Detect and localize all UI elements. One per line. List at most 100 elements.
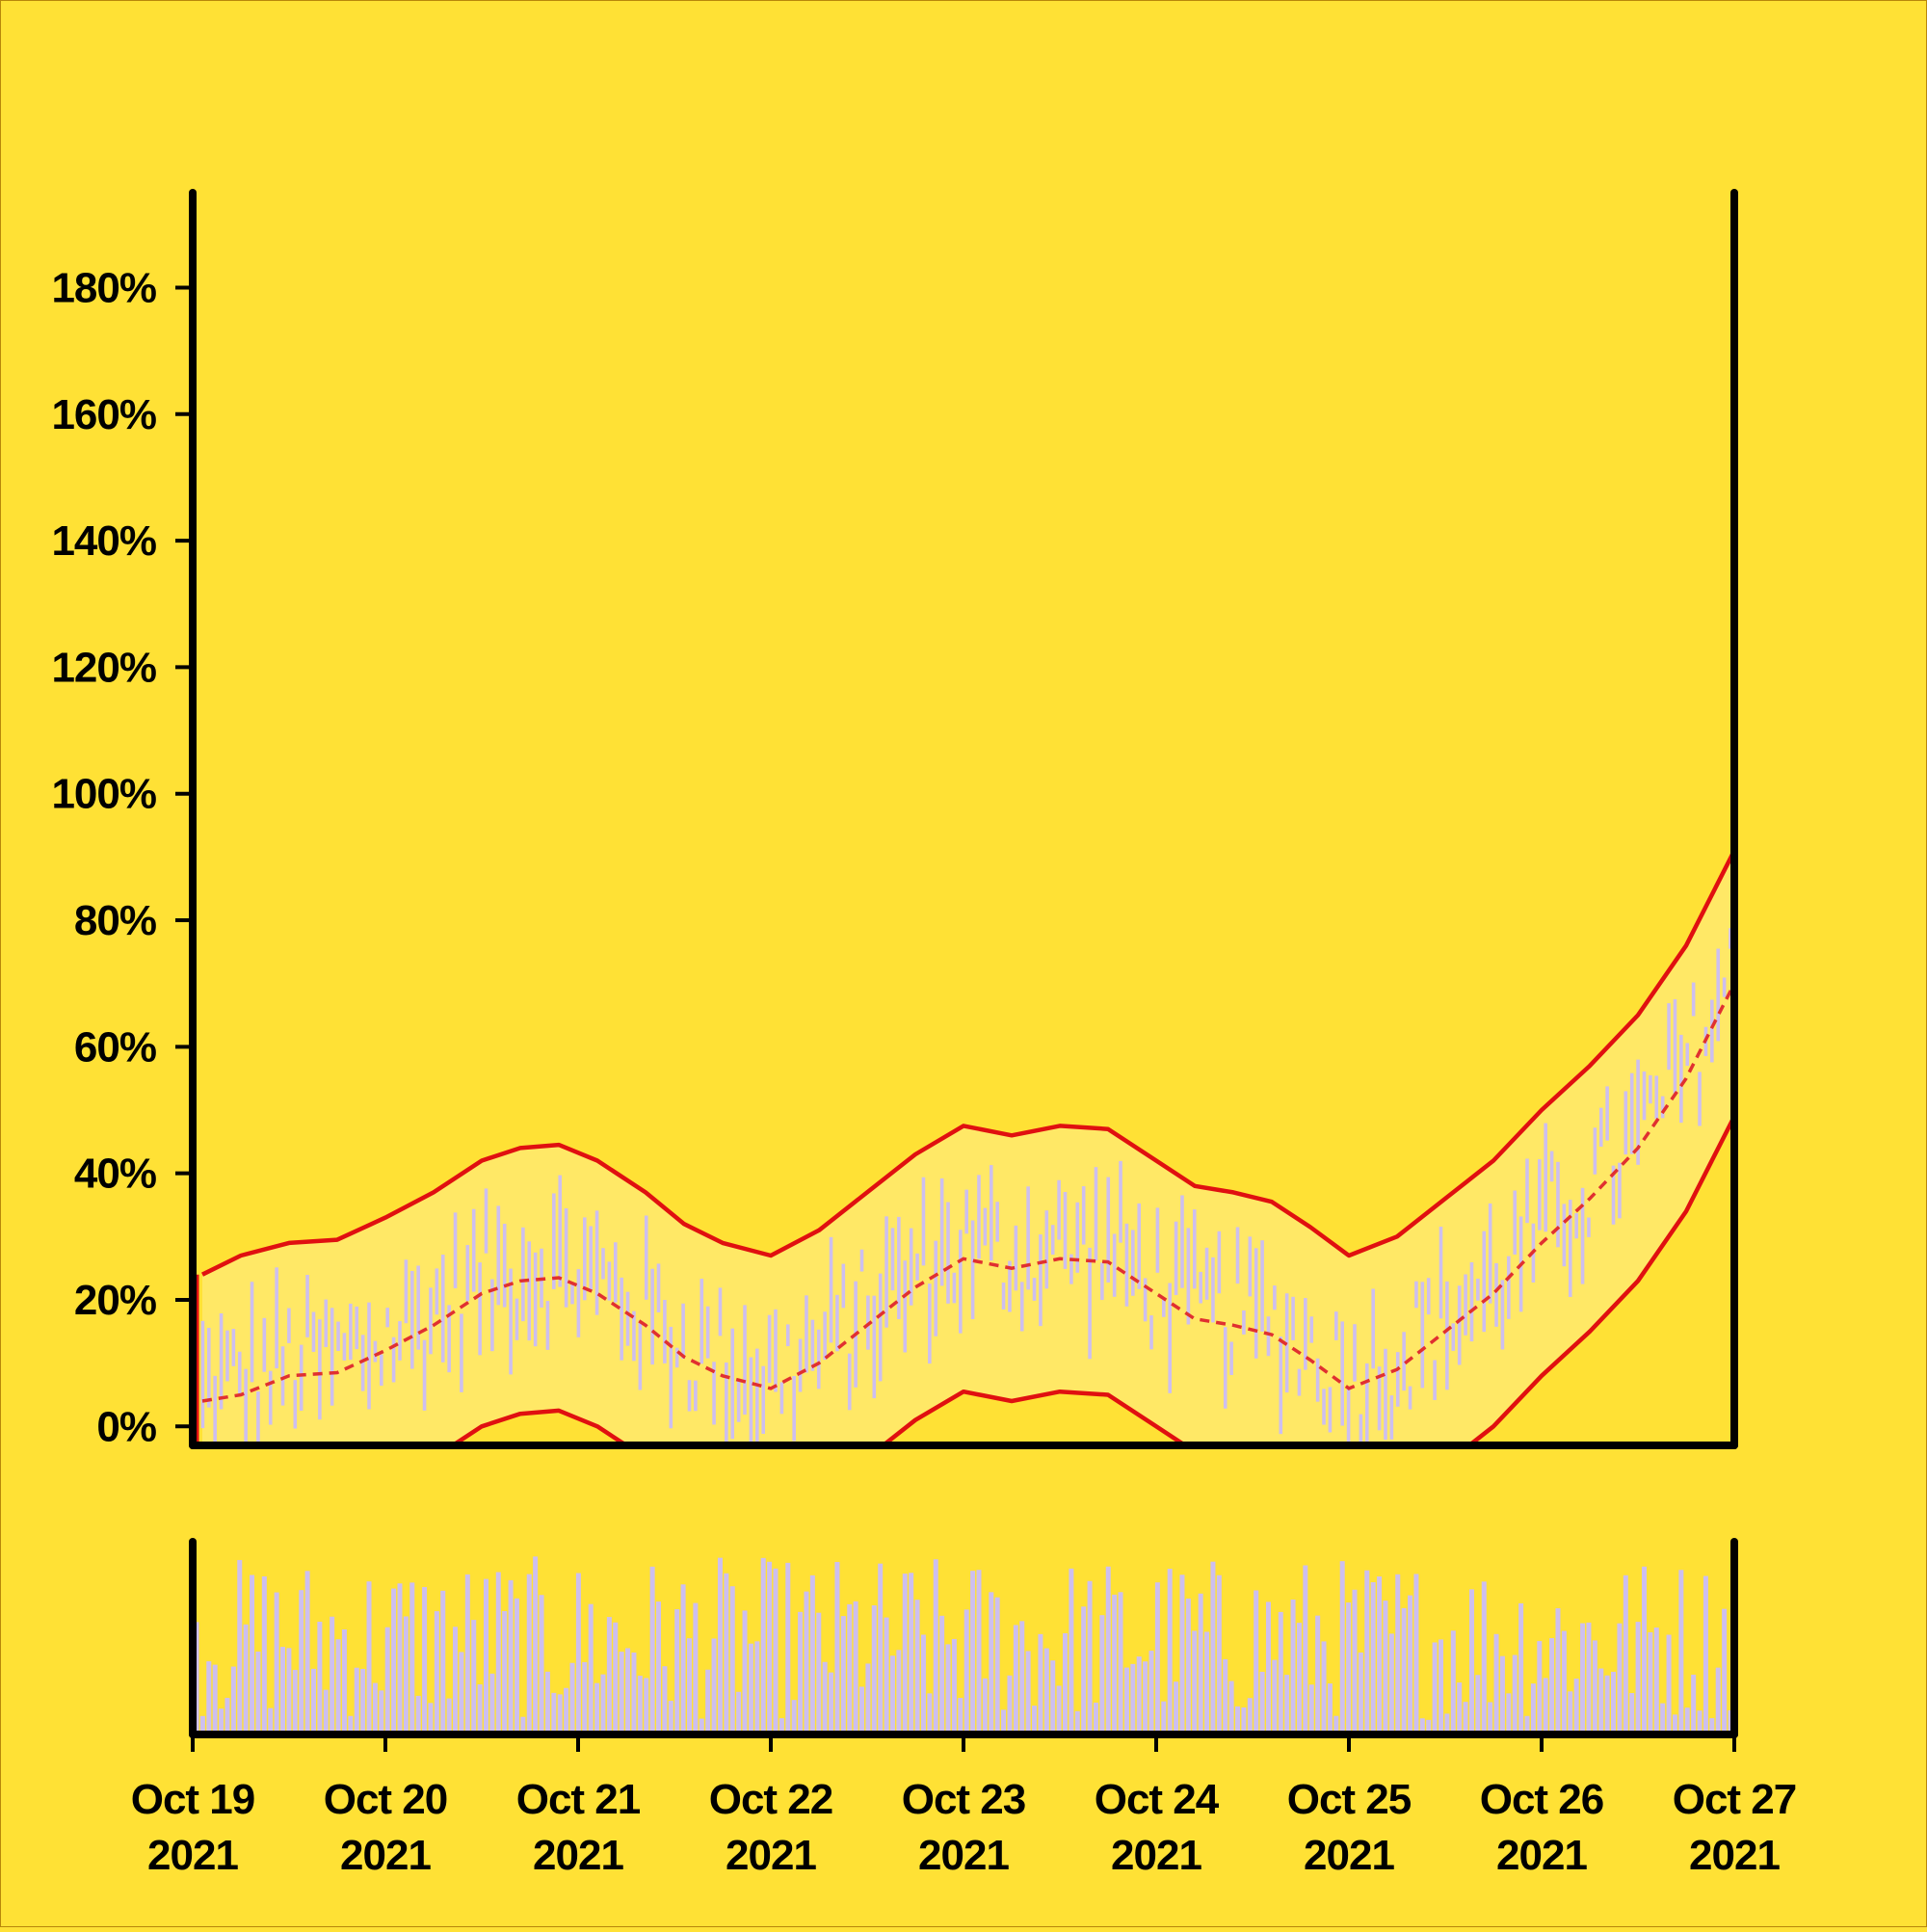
volume-bar xyxy=(902,1574,908,1734)
volume-bar xyxy=(637,1676,643,1734)
volume-bar xyxy=(514,1598,519,1734)
candle-bar xyxy=(453,1212,458,1288)
volume-bar xyxy=(711,1638,717,1734)
candle-bar xyxy=(1507,1256,1511,1319)
candle-bar xyxy=(1143,1278,1148,1322)
volume-bar xyxy=(668,1701,673,1734)
x-tick-label-date: Oct 21 xyxy=(516,1776,641,1823)
candle-bar xyxy=(952,1272,957,1304)
volume-bar xyxy=(656,1601,662,1734)
volume-bar xyxy=(847,1603,853,1734)
candle-bar xyxy=(1124,1223,1129,1307)
volume-bar xyxy=(920,1634,926,1734)
volume-bar xyxy=(224,1698,230,1734)
candle-bar xyxy=(977,1175,981,1259)
candle-bar xyxy=(398,1321,402,1361)
volume-bar xyxy=(1032,1706,1038,1734)
volume-bar xyxy=(686,1638,692,1734)
candle-bar xyxy=(1549,1151,1554,1182)
volume-bar xyxy=(834,1562,840,1734)
volume-bar xyxy=(1573,1679,1579,1734)
candle-bar xyxy=(1014,1225,1018,1291)
candle-bar xyxy=(774,1309,778,1392)
candle-bar xyxy=(200,1320,205,1429)
candle-bar xyxy=(1414,1281,1418,1309)
volume-bar xyxy=(994,1597,1000,1734)
candle-bar xyxy=(1605,1086,1609,1141)
candle-bar xyxy=(527,1241,532,1341)
candle-bar xyxy=(1654,1075,1659,1120)
volume-bar xyxy=(1549,1638,1555,1734)
candle-bar xyxy=(829,1236,833,1343)
volume-bar xyxy=(453,1627,459,1734)
volume-bar xyxy=(1666,1634,1672,1734)
volume-bar xyxy=(1623,1575,1628,1734)
candle-bar xyxy=(755,1348,759,1444)
volume-bar xyxy=(1506,1693,1512,1734)
candle-bar xyxy=(656,1263,661,1312)
candle-bar xyxy=(1445,1281,1449,1390)
candle-bar xyxy=(1359,1414,1363,1445)
y-tick-label: 100% xyxy=(51,771,156,818)
x-tick-label-date: Oct 25 xyxy=(1287,1776,1412,1823)
volume-bar xyxy=(299,1590,304,1734)
candle-bar xyxy=(305,1275,309,1337)
candle-bar xyxy=(1691,982,1696,1017)
volume-bar xyxy=(477,1684,483,1734)
volume-bar xyxy=(1174,1681,1179,1734)
volume-bar xyxy=(804,1591,809,1734)
candle-bar xyxy=(847,1353,852,1411)
volume-bar xyxy=(551,1692,557,1734)
candle-bar xyxy=(330,1308,334,1406)
volume-bar xyxy=(1210,1561,1216,1734)
candle-bar xyxy=(761,1365,766,1434)
volume-bar xyxy=(1568,1691,1573,1734)
volume-bar xyxy=(1247,1698,1253,1734)
candle-bar xyxy=(1315,1358,1320,1402)
candle-bar xyxy=(1199,1271,1202,1304)
volume-bar xyxy=(1358,1652,1363,1734)
candle-bar xyxy=(440,1255,445,1363)
volume-bar xyxy=(1099,1615,1105,1734)
candle-bar xyxy=(872,1295,877,1399)
series-upper-envelope xyxy=(201,849,1734,1277)
candle-bar xyxy=(1568,1200,1572,1297)
candle-bar xyxy=(669,1326,673,1429)
candle-bar xyxy=(460,1313,463,1392)
candle-bar xyxy=(1174,1221,1178,1295)
volume-bar xyxy=(1537,1641,1543,1734)
candle-bar xyxy=(1217,1231,1222,1294)
candle-bar xyxy=(890,1228,895,1291)
candle-bar xyxy=(416,1265,420,1350)
volume-bar xyxy=(674,1609,680,1734)
y-tick-label: 140% xyxy=(51,517,156,565)
volume-bar xyxy=(310,1668,316,1734)
candle-bar xyxy=(909,1228,913,1306)
volume-bar xyxy=(613,1622,619,1734)
volume-bar xyxy=(255,1651,261,1734)
volume-bar xyxy=(1185,1598,1191,1734)
volume-bar xyxy=(1709,1718,1715,1734)
candle-bar xyxy=(515,1298,519,1340)
volume-bar xyxy=(588,1603,594,1734)
volume-bar xyxy=(1653,1628,1659,1734)
volume-bar xyxy=(219,1708,224,1734)
candle-bar xyxy=(736,1379,741,1422)
candle-bar xyxy=(576,1269,581,1337)
volume-bar xyxy=(791,1700,797,1734)
volume-bar xyxy=(1081,1606,1087,1734)
volume-bar xyxy=(502,1611,508,1734)
volume-bar xyxy=(736,1691,742,1734)
candle-bar xyxy=(792,1376,796,1442)
volume-bar xyxy=(798,1611,804,1734)
volume-bar xyxy=(1524,1715,1530,1734)
volume-bar xyxy=(1192,1630,1198,1734)
candle-bar xyxy=(1223,1327,1227,1409)
volume-bar xyxy=(1069,1568,1074,1734)
volume-bar xyxy=(354,1667,359,1734)
candle-bar xyxy=(1266,1316,1271,1357)
volume-bar xyxy=(1432,1642,1438,1734)
candle-bar xyxy=(1611,1165,1616,1225)
candle-bar xyxy=(582,1217,587,1301)
candle-bar xyxy=(1698,1072,1702,1126)
